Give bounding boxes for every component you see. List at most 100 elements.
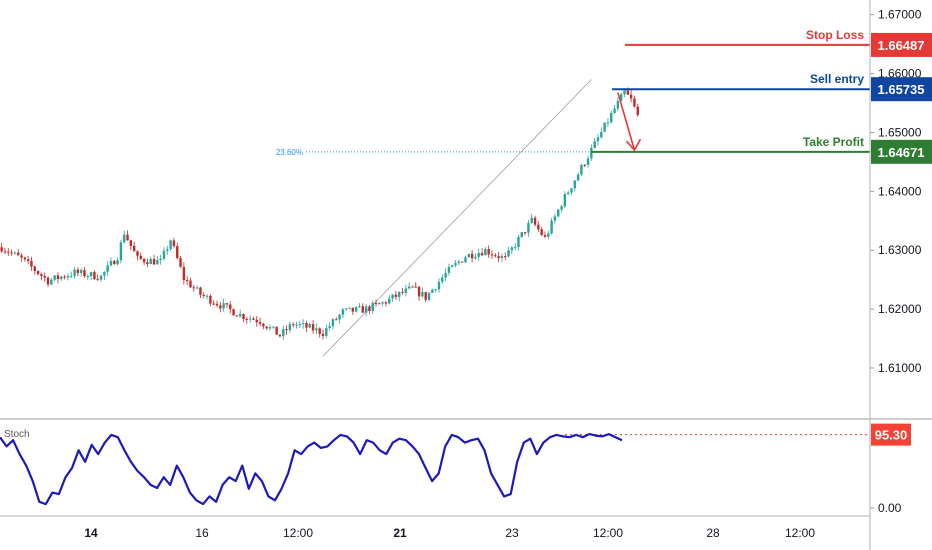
candle-body bbox=[199, 287, 202, 295]
candle-body bbox=[338, 314, 341, 320]
candle-body bbox=[470, 253, 474, 259]
candle-body bbox=[146, 262, 149, 264]
candle-body bbox=[182, 266, 186, 281]
candle-body bbox=[364, 306, 368, 313]
candle-body bbox=[185, 280, 189, 282]
candle-body bbox=[321, 333, 325, 336]
candle-body bbox=[623, 90, 626, 95]
candle-body bbox=[494, 255, 497, 257]
candle-body bbox=[63, 276, 66, 278]
candle-body bbox=[335, 319, 338, 321]
candle-body bbox=[132, 245, 136, 252]
candle-body bbox=[610, 112, 613, 123]
candle-body bbox=[590, 148, 593, 159]
candle-body bbox=[56, 275, 60, 280]
candle-body bbox=[109, 260, 113, 266]
candle-body bbox=[613, 108, 616, 113]
price-tick-label: 1.67000 bbox=[878, 8, 922, 22]
candle-body bbox=[345, 308, 348, 310]
trend-line[interactable] bbox=[322, 79, 592, 357]
candle-body bbox=[222, 303, 225, 309]
candle-body bbox=[43, 275, 46, 278]
candle-body bbox=[103, 271, 106, 276]
candle-body bbox=[258, 322, 262, 324]
candle-body bbox=[371, 302, 374, 311]
time-tick-label: 23 bbox=[505, 526, 519, 540]
candle-body bbox=[474, 256, 477, 259]
candle-body bbox=[162, 250, 166, 259]
candle-body bbox=[99, 275, 103, 280]
candle-body bbox=[550, 220, 553, 234]
candle-body bbox=[126, 234, 129, 241]
candle-body bbox=[205, 295, 209, 297]
candle-body bbox=[477, 252, 480, 257]
candle-body bbox=[533, 217, 537, 225]
price-tick-label: 1.65000 bbox=[878, 125, 922, 139]
candle-body bbox=[66, 276, 70, 278]
candle-body bbox=[86, 276, 89, 278]
candle-body bbox=[480, 252, 484, 256]
candle-body bbox=[275, 326, 278, 335]
stoch-value-text: 95.30 bbox=[875, 428, 908, 443]
stoch-tick-label: 0.00 bbox=[878, 501, 902, 515]
candle-body bbox=[381, 302, 384, 304]
candle-body bbox=[169, 240, 172, 250]
fib-level: 23.60% bbox=[276, 148, 590, 157]
candle-body bbox=[421, 292, 424, 297]
level-label: Stop Loss bbox=[806, 28, 864, 42]
candle-body bbox=[553, 216, 557, 221]
candle-body bbox=[308, 324, 311, 328]
candle-body bbox=[278, 334, 282, 337]
candle-body bbox=[401, 291, 404, 293]
fib-label: 23.60% bbox=[276, 148, 303, 157]
candle-body bbox=[152, 258, 156, 265]
level-price-tag-text: 1.66487 bbox=[878, 38, 925, 53]
price-axis: 1.61000 1.62000 1.63000 1.64000 1.65000 1.660… bbox=[870, 8, 922, 375]
candle-body bbox=[139, 255, 143, 259]
candle-body bbox=[202, 294, 205, 296]
candle-body bbox=[301, 323, 305, 325]
candle-body bbox=[79, 269, 83, 273]
candle-body bbox=[388, 298, 391, 304]
candle-body bbox=[619, 94, 623, 101]
candle-body bbox=[600, 131, 603, 138]
candle-body bbox=[596, 137, 600, 142]
candle-body bbox=[497, 256, 500, 259]
candle-body bbox=[0, 247, 3, 252]
time-tick-label: 14 bbox=[84, 526, 98, 540]
candle-body bbox=[447, 267, 451, 273]
candle-body bbox=[510, 247, 514, 251]
candle-body bbox=[272, 326, 275, 328]
candle-body bbox=[586, 158, 590, 166]
price-tick-label: 1.63000 bbox=[878, 243, 922, 257]
candle-body bbox=[543, 234, 547, 237]
price-tick-label: 1.62000 bbox=[878, 302, 922, 316]
candle-body bbox=[229, 304, 232, 310]
candle-body bbox=[262, 323, 265, 327]
candle-body bbox=[136, 251, 139, 256]
candle-body bbox=[189, 280, 192, 288]
candle-body bbox=[520, 232, 523, 238]
candle-body bbox=[394, 294, 398, 297]
candle-body bbox=[33, 266, 36, 271]
arrow-shaft bbox=[617, 92, 636, 151]
candle-body bbox=[36, 270, 40, 275]
candle-body bbox=[176, 246, 179, 259]
candle-body bbox=[547, 233, 550, 237]
candle-body bbox=[517, 237, 520, 248]
time-tick-label: 12:00 bbox=[283, 526, 313, 540]
candle-body bbox=[441, 277, 444, 282]
candle-body bbox=[557, 209, 560, 217]
candle-body bbox=[391, 294, 394, 299]
candle-body bbox=[215, 303, 219, 306]
candle-body bbox=[527, 222, 530, 233]
candle-body bbox=[351, 307, 355, 312]
candle-body bbox=[20, 255, 23, 258]
candle-body bbox=[282, 329, 285, 337]
candle-body bbox=[255, 319, 258, 323]
candle-body bbox=[156, 260, 159, 265]
candle-body bbox=[83, 269, 86, 277]
candle-body bbox=[504, 256, 507, 258]
